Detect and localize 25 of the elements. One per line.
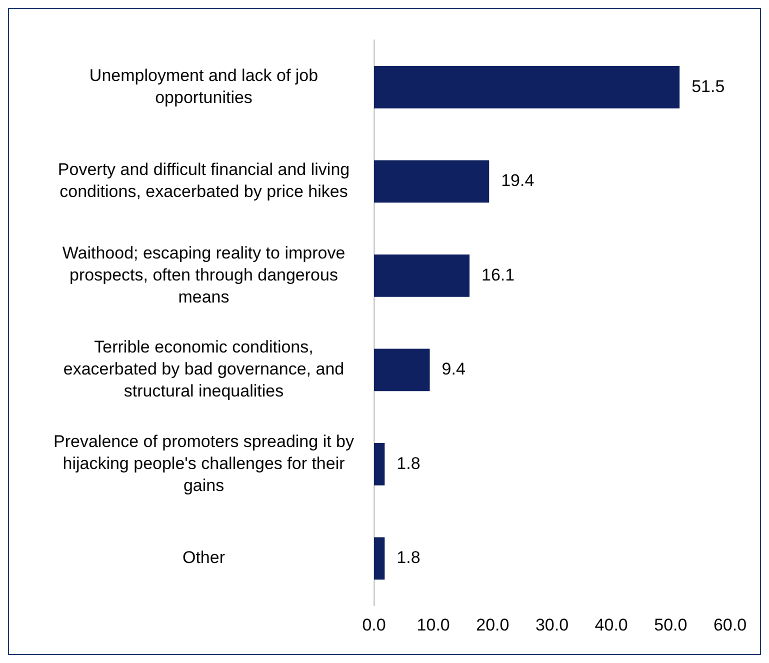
x-tick-label: 10.0 [416,615,450,634]
bar [374,66,680,108]
y-tick-label: Unemployment and lack of job opportunities [89,66,318,107]
data-label: 19.4 [501,171,534,190]
y-tick-label: Terrible economic conditions, exacerbated by bad governance, and structural inequalities [63,338,344,401]
bar [374,254,470,297]
y-tick-label: Waithood; escaping reality to improve prospects, often through dangerous means [62,243,346,306]
data-label: 1.8 [396,548,420,568]
x-tick-label: 40.0 [594,615,628,634]
data-label: 51.5 [692,76,725,96]
y-tick-label: Other [182,548,226,568]
bar [374,443,385,486]
data-label: 16.1 [482,265,515,284]
data-label: 1.8 [396,454,420,473]
x-tick-label: 50.0 [654,615,688,634]
bar [374,348,430,392]
y-tick-label: Poverty and difficult financial and living conditions, exacerbated by price hikes [58,160,350,202]
x-tick-label: 30.0 [535,615,569,634]
bar [374,537,385,580]
x-tick-label: 20.0 [476,615,510,634]
y-tick-label: Prevalence of promoters spreading it by hijacking people's challenges for their gains [54,432,354,495]
bar [374,160,490,203]
data-label: 9.4 [442,360,466,379]
x-tick-label: 0.0 [362,615,386,634]
x-tick-label: 60.0 [713,615,747,634]
